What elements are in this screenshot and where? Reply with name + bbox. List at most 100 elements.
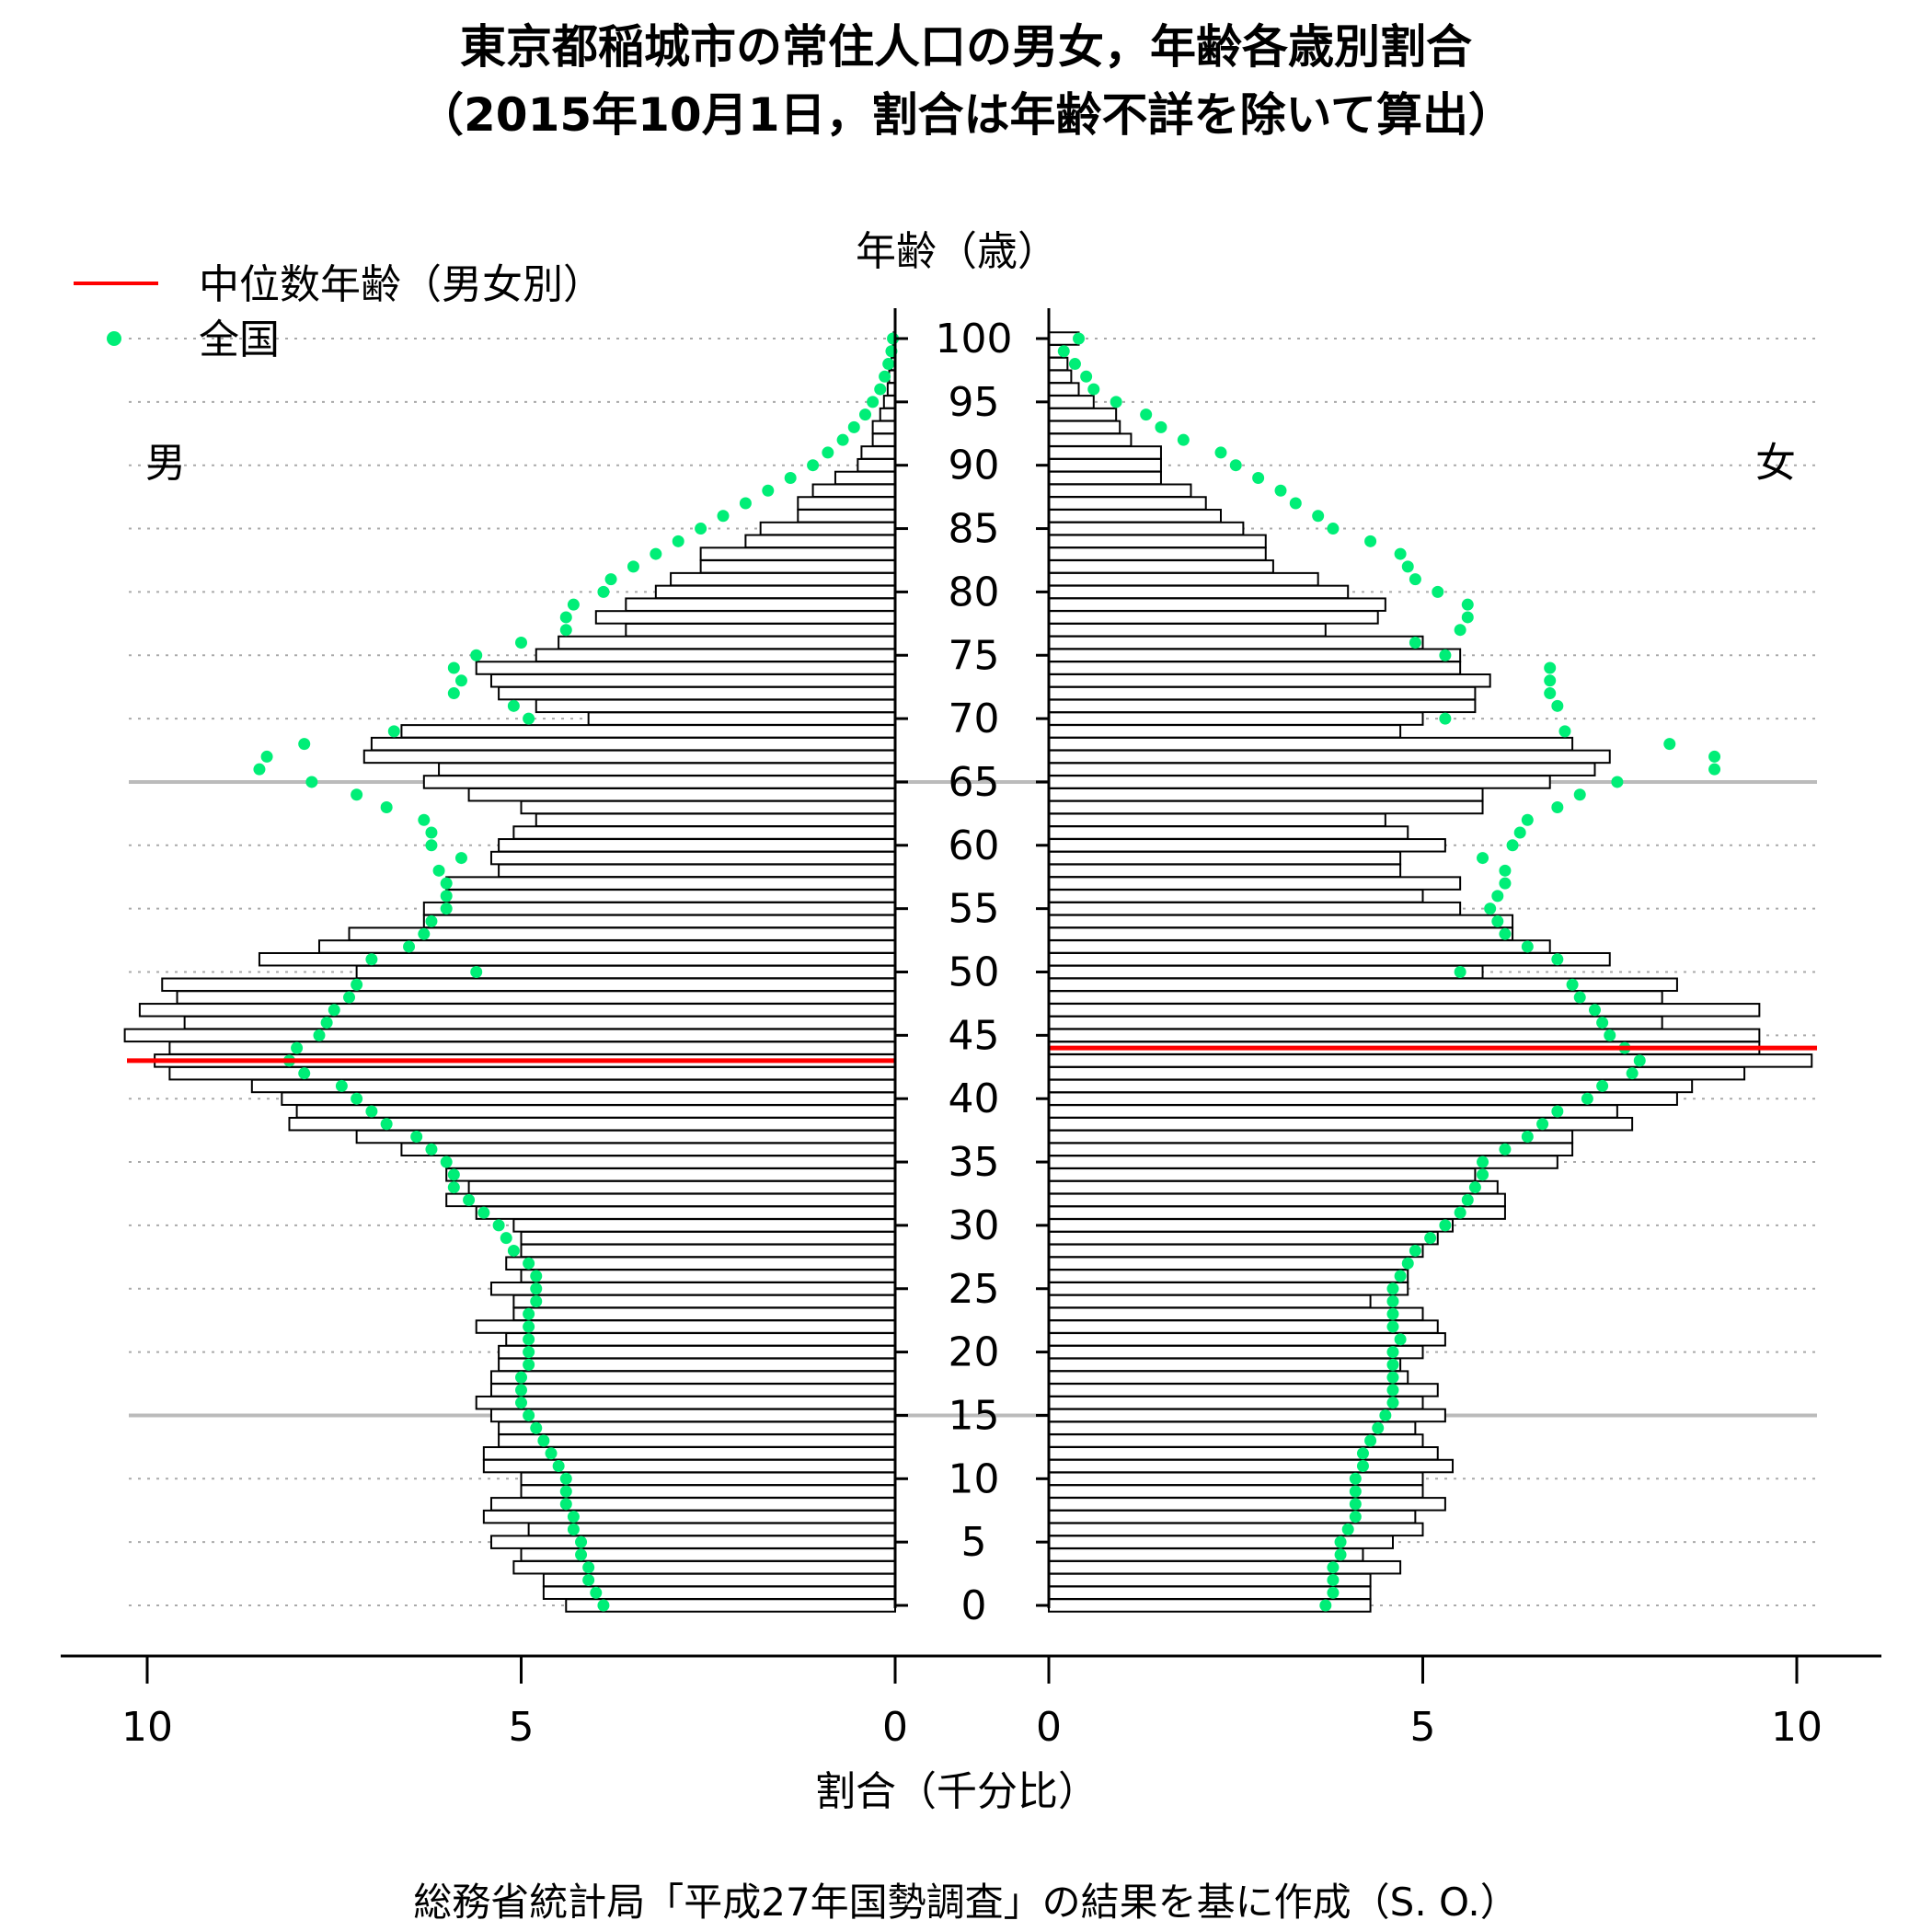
national-dot-male-age-5 [575,1535,588,1548]
national-dot-male-age-48 [343,991,356,1004]
female-bar-age-8 [1048,1497,1446,1512]
male-bar-age-14 [498,1420,896,1435]
female-bar-age-54 [1048,914,1514,929]
male-bar-age-72 [498,685,896,701]
national-dot-female-age-16 [1386,1397,1399,1409]
female-bar-age-88 [1048,483,1192,498]
national-dot-female-age-91 [1214,446,1227,459]
national-dot-male-age-58 [432,864,445,877]
national-dot-male-age-56 [440,890,453,903]
male-bar-age-78 [594,610,896,625]
male-bar-age-9 [520,1484,896,1499]
national-dot-male-age-1 [590,1586,603,1599]
female-bar-age-90 [1048,457,1162,473]
female-bar-age-71 [1048,698,1477,714]
national-dot-female-age-5 [1334,1535,1347,1548]
national-dot-female-age-88 [1274,484,1287,497]
male-bar-age-66 [438,762,896,776]
national-dot-male-age-62 [418,813,431,826]
female-bar-age-42 [1048,1065,1746,1081]
male-bar-age-69 [400,724,897,739]
national-dot-male-age-97 [879,370,891,383]
female-bar-age-91 [1048,445,1162,460]
female-bar-age-64 [1048,787,1484,802]
female-bar-age-87 [1048,496,1207,511]
national-dot-male-age-38 [380,1118,393,1131]
male-bar-age-15 [489,1408,896,1423]
national-dot-female-age-7 [1349,1511,1362,1524]
national-dot-female-age-14 [1372,1421,1385,1434]
chart-title: 東京都稲城市の常住人口の男女，年齢各歳別割合 [460,20,1472,74]
national-dot-male-age-51 [365,953,378,966]
x-axis-label: 割合（千分比） [815,1768,1098,1815]
national-dot-female-age-74 [1544,661,1557,674]
male-bar-age-46 [183,1015,896,1030]
female-bar-age-4 [1048,1547,1364,1562]
male-bar-age-67 [362,749,896,765]
national-dot-female-age-55 [1484,903,1497,915]
national-dot-male-age-73 [454,674,467,687]
national-dot-male-age-60 [425,839,438,852]
male-bar-age-85 [759,521,896,536]
national-dot-male-age-96 [874,383,887,396]
female-bar-age-78 [1048,610,1379,625]
female-bar-age-81 [1048,571,1319,587]
male-bar-age-64 [467,787,896,802]
national-dot-female-age-85 [1327,523,1340,535]
national-dot-female-age-87 [1289,497,1302,510]
national-dot-female-age-96 [1087,383,1100,396]
national-dot-male-age-17 [515,1384,527,1397]
national-dot-female-age-81 [1409,573,1421,586]
national-dot-female-age-53 [1499,927,1512,940]
national-dot-female-age-73 [1544,674,1557,687]
female-bar-age-18 [1048,1370,1409,1385]
national-dot-male-age-68 [298,738,311,751]
female-bar-age-43 [1048,1053,1813,1068]
y-tick-label-90: 90 [949,443,1000,489]
national-dot-male-age-65 [305,776,318,788]
female-bar-age-76 [1048,635,1424,650]
male-bar-age-13 [498,1433,896,1448]
national-dot-male-age-95 [867,396,880,408]
national-dot-male-age-64 [351,788,363,801]
national-dot-female-age-60 [1506,839,1519,852]
national-dot-male-age-67 [260,750,273,763]
national-dot-female-age-52 [1521,940,1534,953]
female-bar-age-73 [1048,673,1491,688]
male-bar-age-74 [475,661,896,675]
x-tick-label-4: 5 [1410,1704,1436,1751]
national-dot-male-age-93 [847,420,860,433]
national-dot-male-age-71 [507,699,520,712]
female-bar-age-28 [1048,1243,1424,1259]
female-bar-age-19 [1048,1357,1402,1373]
national-dot-female-age-25 [1386,1282,1399,1295]
national-dot-female-age-47 [1588,1004,1601,1017]
national-dot-female-age-97 [1080,370,1093,383]
y-tick-label-5: 5 [961,1519,987,1566]
female-bar-age-49 [1048,977,1678,993]
national-dot-female-age-30 [1439,1219,1452,1232]
male-bar-age-53 [348,926,896,941]
female-bar-age-3 [1048,1559,1402,1575]
y-tick-label-55: 55 [949,886,1000,933]
national-dot-female-age-57 [1499,877,1512,890]
national-dot-male-age-83 [650,547,662,560]
national-dot-male-age-61 [425,826,438,839]
y-tick-label-10: 10 [949,1455,1000,1502]
y-tick-label-70: 70 [949,696,1000,742]
national-dot-male-age-84 [672,535,684,547]
national-dot-female-age-84 [1364,535,1377,547]
national-dot-male-age-25 [530,1282,543,1295]
national-dot-female-age-21 [1394,1333,1407,1346]
national-dot-female-age-82 [1401,560,1414,573]
national-dot-female-age-66 [1708,763,1721,776]
female-bar-age-45 [1048,1028,1761,1043]
national-dot-male-age-52 [403,940,416,953]
male-bar-age-70 [587,711,896,726]
y-tick-label-35: 35 [949,1139,1000,1186]
national-dot-male-age-15 [523,1409,535,1421]
national-dot-female-age-13 [1364,1434,1377,1447]
male-bar-age-55 [422,901,896,916]
national-dot-male-age-53 [418,927,431,940]
national-dot-male-age-21 [523,1333,535,1346]
